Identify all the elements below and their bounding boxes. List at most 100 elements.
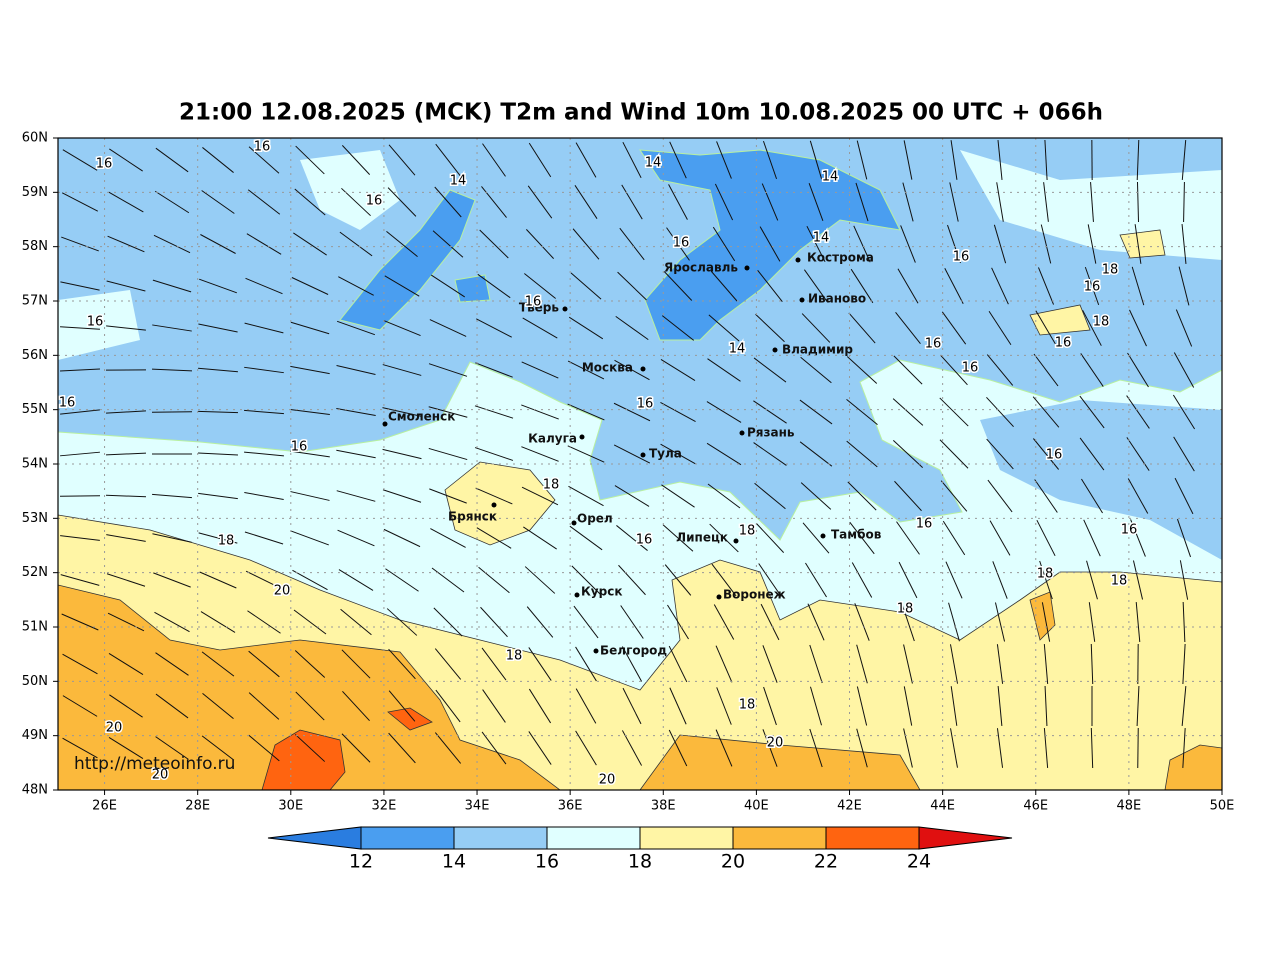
contour-label: 20 [106, 721, 123, 736]
lon-tick-label: 26E [92, 799, 117, 814]
lon-tick-label: 42E [837, 799, 862, 814]
contour-label: 14 [645, 156, 662, 171]
colorbar-tick-label: 14 [442, 851, 466, 873]
contour-label: 16 [291, 440, 308, 455]
contour-label: 16 [87, 315, 104, 330]
colorbar-tick-label: 16 [535, 851, 559, 873]
city-label: Белгород [600, 644, 667, 658]
lat-tick-label: 55N [22, 402, 48, 417]
colorbar-segment [733, 827, 826, 849]
lat-tick-label: 52N [22, 565, 48, 580]
city-label: Москва [582, 361, 633, 375]
colorbar-tick-label: 22 [814, 851, 838, 873]
contour-label: 14 [813, 231, 830, 246]
city-marker [773, 348, 778, 353]
contour-label: 16 [673, 236, 690, 251]
city-label: Воронеж [723, 588, 786, 602]
credit: http://meteoinfo.ru [74, 754, 235, 774]
contour-label: 18 [739, 524, 756, 539]
city-marker [796, 258, 801, 263]
city-marker [575, 593, 580, 598]
city-label: Смоленск [388, 410, 455, 424]
contour-label: 18 [739, 698, 756, 713]
map-title: 21:00 12.08.2025 (MCK) T2m and Wind 10m … [179, 100, 1103, 126]
city-label: Тамбов [831, 528, 882, 542]
contour-label: 18 [506, 649, 523, 664]
lat-tick-label: 57N [22, 294, 48, 309]
contour-label: 16 [1121, 523, 1138, 538]
contour-label: 16 [636, 533, 653, 548]
city-label: Владимир [782, 343, 853, 357]
city-label: Кострома [807, 251, 874, 265]
colorbar-segment [547, 827, 640, 849]
city-label: Рязань [747, 426, 795, 440]
lon-tick-label: 30E [278, 799, 303, 814]
contour-label: 16 [254, 140, 271, 155]
contour-label: 16 [1055, 336, 1072, 351]
contour-label: 16 [953, 250, 970, 265]
city-marker [717, 595, 722, 600]
city-marker [492, 503, 497, 508]
contour-label: 16 [916, 517, 933, 532]
colorbar-tick-label: 12 [349, 851, 373, 873]
lat-tick-label: 51N [22, 620, 48, 635]
contour-label: 20 [274, 584, 291, 599]
city-label: Калуга [528, 432, 577, 446]
city-label: Брянск [448, 510, 497, 524]
city-marker [745, 266, 750, 271]
city-marker [580, 435, 585, 440]
city-marker [641, 453, 646, 458]
colorbar-segment [454, 827, 547, 849]
contour-label: 18 [1102, 263, 1119, 278]
city-label: Орел [577, 512, 613, 526]
lon-tick-label: 40E [744, 799, 769, 814]
city-label: Курск [581, 585, 622, 599]
contour-label: 18 [543, 478, 560, 493]
contour-label: 16 [525, 295, 542, 310]
contour-label: 14 [822, 170, 839, 185]
contour-label: 16 [637, 397, 654, 412]
lat-tick-label: 56N [22, 348, 48, 363]
lat-tick-label: 60N [22, 131, 48, 146]
city-marker [383, 422, 388, 427]
contour-label: 16 [925, 337, 942, 352]
colorbar-tick-label: 18 [628, 851, 652, 873]
lat-tick-label: 49N [22, 728, 48, 743]
city-marker [800, 298, 805, 303]
contour-label: 18 [1111, 574, 1128, 589]
contour-label: 18 [897, 602, 914, 617]
lat-tick-label: 59N [22, 185, 48, 200]
lat-tick-label: 48N [22, 783, 48, 798]
city-label: Липецк [676, 531, 728, 545]
lon-tick-label: 48E [1116, 799, 1141, 814]
lon-tick-label: 32E [372, 799, 397, 814]
contour-label: 18 [1093, 315, 1110, 330]
city-marker [572, 521, 577, 526]
colorbar-tick-label: 24 [907, 851, 931, 873]
city-marker [641, 367, 646, 372]
contour-label: 16 [59, 396, 76, 411]
contour-label: 14 [729, 342, 746, 357]
colorbar-segment [826, 827, 919, 849]
contour-label: 20 [767, 736, 784, 751]
lon-tick-label: 50E [1210, 799, 1235, 814]
contour-label: 16 [366, 194, 383, 209]
colorbar-extend-high [919, 827, 1012, 849]
contour-label: 16 [1084, 280, 1101, 295]
city-marker [740, 431, 745, 436]
contour-label: 16 [96, 157, 113, 172]
lon-tick-label: 28E [185, 799, 210, 814]
lat-tick-label: 53N [22, 511, 48, 526]
contour-label: 20 [599, 773, 616, 788]
lon-tick-label: 38E [651, 799, 676, 814]
lon-tick-label: 36E [558, 799, 583, 814]
lat-tick-label: 58N [22, 239, 48, 254]
city-label: Тула [649, 447, 682, 461]
city-label: Ярославль [664, 261, 738, 275]
colorbar-segment [361, 827, 454, 849]
city-marker [563, 307, 568, 312]
city-marker [734, 539, 739, 544]
contour-label: 18 [1037, 567, 1054, 582]
